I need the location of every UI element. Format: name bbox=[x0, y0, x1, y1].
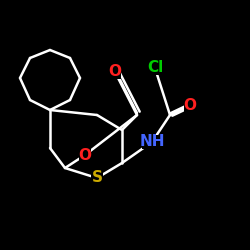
Text: O: O bbox=[78, 148, 92, 162]
Text: O: O bbox=[184, 98, 196, 112]
Text: NH: NH bbox=[139, 134, 165, 150]
FancyBboxPatch shape bbox=[184, 98, 196, 112]
Text: Cl: Cl bbox=[147, 60, 163, 76]
Text: O: O bbox=[108, 64, 122, 80]
FancyBboxPatch shape bbox=[91, 171, 103, 185]
FancyBboxPatch shape bbox=[79, 148, 91, 162]
Text: S: S bbox=[92, 170, 102, 186]
FancyBboxPatch shape bbox=[109, 65, 121, 79]
FancyBboxPatch shape bbox=[142, 135, 162, 149]
FancyBboxPatch shape bbox=[145, 61, 165, 75]
